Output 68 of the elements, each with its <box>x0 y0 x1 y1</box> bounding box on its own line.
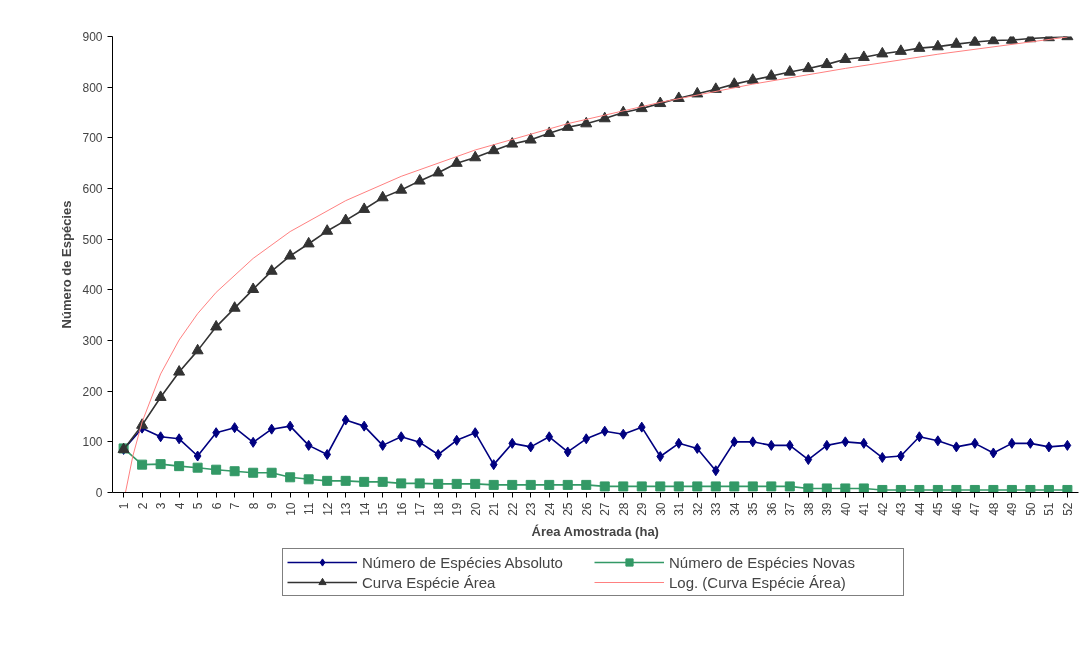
y-axis-title: Número de Espécies <box>59 200 75 329</box>
x-tick-label: 42 <box>875 502 890 516</box>
x-tick-label: 1 <box>117 502 132 510</box>
y-tick-label: 700 <box>82 131 103 146</box>
x-tick-label: 24 <box>542 502 557 516</box>
y-tick-label: 400 <box>82 283 103 298</box>
x-tick-label: 16 <box>394 502 409 516</box>
x-tick-label: 44 <box>912 502 927 516</box>
x-tick-label: 37 <box>783 502 798 516</box>
x-tick-label: 11 <box>302 502 317 515</box>
x-tick-label: 41 <box>857 502 872 516</box>
x-tick-label: 4 <box>172 502 187 510</box>
x-tick-label: 27 <box>598 502 613 516</box>
x-tick-label: 38 <box>801 502 816 516</box>
x-tick-label: 22 <box>505 502 520 516</box>
x-tick-label: 25 <box>561 502 576 516</box>
x-tick-label: 7 <box>228 502 243 510</box>
x-tick-label: 15 <box>376 502 391 516</box>
x-tick-label: 46 <box>949 502 964 516</box>
legend-label: Número de Espécies Novas <box>669 553 856 571</box>
x-tick-label: 43 <box>894 502 909 516</box>
x-tick-label: 13 <box>339 502 354 516</box>
legend-label: Número de Espécies Absoluto <box>362 553 564 571</box>
x-tick-label: 18 <box>431 502 446 516</box>
y-tick-label: 0 <box>95 486 103 500</box>
x-tick-label: 19 <box>450 502 465 516</box>
x-tick-label: 32 <box>690 502 705 516</box>
x-tick-label: 34 <box>727 502 742 516</box>
x-tick-label: 5 <box>191 502 206 510</box>
x-tick-label: 3 <box>154 502 169 510</box>
x-tick-label: 49 <box>1005 502 1020 516</box>
y-tick-label: 200 <box>82 384 103 399</box>
x-tick-label: 33 <box>709 502 724 516</box>
x-tick-label: 50 <box>1023 502 1038 516</box>
x-tick-label: 31 <box>672 502 687 516</box>
x-tick-label: 10 <box>283 502 298 516</box>
x-tick-label: 21 <box>487 502 502 516</box>
y-tick-label: 900 <box>82 30 103 44</box>
y-tick-label: 100 <box>82 435 103 450</box>
x-tick-label: 45 <box>931 502 946 516</box>
x-tick-label: 29 <box>635 502 650 516</box>
y-tick-label: 600 <box>82 182 103 196</box>
x-tick-label: 9 <box>265 502 280 510</box>
x-tick-label: 39 <box>820 502 835 516</box>
x-tick-label: 12 <box>320 502 335 516</box>
x-tick-label: 35 <box>746 502 761 516</box>
x-tick-label: 52 <box>1060 502 1075 516</box>
x-tick-label: 20 <box>468 502 483 516</box>
x-tick-label: 8 <box>246 502 261 510</box>
x-tick-label: 17 <box>413 502 428 516</box>
x-tick-label: 23 <box>524 502 539 516</box>
x-tick-label: 6 <box>209 502 224 510</box>
x-tick-label: 2 <box>135 502 150 510</box>
x-tick-label: 51 <box>1042 502 1057 516</box>
x-tick-label: 36 <box>764 502 779 516</box>
x-tick-label: 47 <box>968 502 983 516</box>
x-axis-title: Área Amostrada (ha) <box>531 523 659 539</box>
x-tick-label: 28 <box>616 502 631 516</box>
x-tick-label: 26 <box>579 502 594 516</box>
x-tick-label: 14 <box>357 502 372 516</box>
y-tick-label: 300 <box>82 334 103 348</box>
x-tick-label: 48 <box>986 502 1001 516</box>
x-tick-label: 30 <box>653 502 668 516</box>
legend-label: Log. (Curva Espécie Área) <box>669 573 847 591</box>
legend-label: Curva Espécie Área <box>362 573 497 591</box>
x-tick-label: 40 <box>838 502 853 516</box>
y-tick-label: 800 <box>82 80 103 95</box>
y-tick-label: 500 <box>82 232 103 247</box>
